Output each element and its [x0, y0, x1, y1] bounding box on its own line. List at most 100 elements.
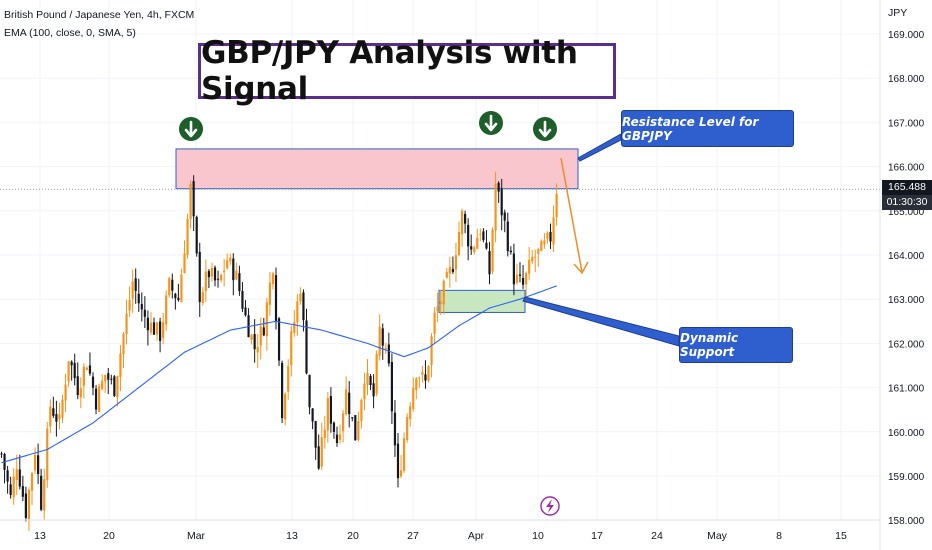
candle-body: [229, 257, 232, 262]
candle-body: [40, 475, 43, 510]
candle-body: [91, 376, 95, 388]
candle-body: [363, 383, 366, 400]
candle-body: [113, 376, 116, 397]
candle-body: [485, 242, 488, 249]
indicator-label[interactable]: EMA (100, close, 0, SMA, 5): [4, 27, 136, 39]
candle-body: [223, 270, 226, 273]
lightning-glyph: [546, 499, 554, 513]
arrow-glyph: [538, 120, 552, 138]
candle-body: [515, 274, 519, 283]
candle-body: [180, 274, 183, 302]
symbol-label[interactable]: British Pound / Japanese Yen, 4h, FXCM: [4, 9, 195, 21]
candle-body: [546, 232, 549, 239]
candle-body: [183, 253, 186, 274]
candle-body: [122, 334, 125, 354]
candle-body: [216, 278, 220, 280]
candle-body: [73, 362, 76, 379]
candle-body: [320, 437, 323, 467]
projection-arrowhead: [573, 261, 589, 275]
countdown-badge: 01:30:30: [882, 195, 932, 210]
candle-body: [186, 218, 189, 256]
candle-body: [323, 429, 326, 439]
candle-body: [213, 267, 217, 281]
candle-body: [116, 376, 119, 398]
candle-body: [174, 293, 177, 299]
down-arrow-icon: [179, 117, 203, 141]
candle-body: [537, 248, 540, 254]
candle-body: [351, 417, 354, 419]
candle-body: [509, 250, 512, 253]
candle-body: [104, 374, 107, 382]
candle-body: [317, 446, 320, 469]
candle-body: [210, 267, 214, 277]
candle-body: [473, 247, 476, 252]
candle-body: [396, 443, 400, 479]
candle-body: [555, 193, 558, 218]
candle-body: [52, 408, 55, 416]
y-tick-label: 166.000: [888, 163, 925, 174]
price-axis[interactable]: 158.000 159.000 160.000 161.000 162.000 163.0…: [879, 0, 925, 550]
candle-body: [189, 184, 192, 219]
candle-body: [79, 388, 82, 398]
candle-body: [494, 184, 497, 231]
candle-body: [192, 181, 195, 217]
candle-body: [500, 188, 503, 216]
candle-body: [244, 307, 247, 316]
x-tick-label: 13: [286, 530, 298, 542]
candle-body: [445, 272, 448, 278]
candle-body: [369, 375, 372, 386]
candle-body: [418, 377, 421, 379]
candle-body: [6, 470, 9, 482]
candle-body: [281, 362, 284, 419]
candle-body: [64, 384, 67, 401]
x-tick-label: 8: [776, 530, 782, 542]
candle-body: [384, 347, 387, 349]
candle-body: [467, 224, 470, 247]
candle-body: [24, 493, 27, 518]
candle-body: [390, 362, 393, 412]
down-arrow-icon: [479, 111, 503, 135]
x-tick-label: 20: [103, 530, 115, 542]
candle-body: [525, 273, 528, 285]
resistance-pointer: [577, 133, 622, 162]
candle-body: [271, 273, 275, 285]
candle-body: [131, 281, 134, 299]
x-tick-label: 24: [651, 530, 663, 542]
y-tick-label: 161.000: [888, 384, 925, 395]
candle-body: [415, 378, 418, 391]
candle-body: [268, 282, 271, 305]
candle-body: [433, 312, 436, 334]
candle-body: [531, 256, 534, 262]
candle-body: [409, 406, 412, 420]
candle-body: [479, 233, 482, 235]
candle-body: [424, 374, 427, 381]
x-tick-label: 10: [532, 530, 544, 542]
candle-body: [201, 291, 204, 304]
candle-body: [76, 376, 79, 396]
candle-body: [37, 455, 40, 474]
arrow-glyph: [484, 114, 498, 132]
candle-body: [256, 347, 259, 353]
candle-body: [18, 469, 21, 487]
candle-body: [94, 388, 98, 410]
candle-body: [357, 421, 360, 440]
candle-body: [454, 255, 458, 270]
candle-body: [329, 396, 332, 424]
candle-body: [162, 322, 165, 339]
candle-body: [253, 333, 256, 350]
time-axis[interactable]: 13 20 Mar 13 20 27 Apr 10 17 24 May 8 15: [0, 519, 880, 542]
candle-body: [302, 292, 305, 321]
candle-body: [464, 213, 467, 224]
candle-body: [326, 397, 329, 431]
candle-body: [470, 246, 473, 250]
projection-line: [560, 157, 583, 273]
y-tick-label: 167.000: [888, 118, 925, 129]
candle-body: [235, 270, 238, 280]
x-tick-label: 27: [407, 530, 419, 542]
candle-body: [155, 322, 159, 335]
candle-body: [259, 326, 262, 346]
candle-body: [457, 231, 461, 255]
candle-body: [488, 251, 491, 275]
candle-body: [67, 361, 70, 382]
